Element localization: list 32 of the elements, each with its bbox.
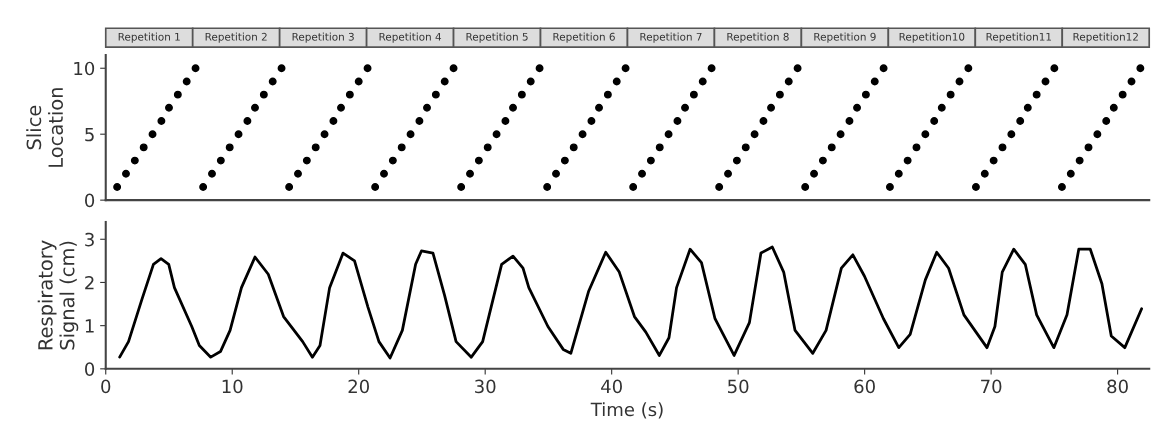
text: Repetition 1 <box>118 32 180 43</box>
x-tick-label: 10 <box>222 379 243 394</box>
y-tick-label: 3 <box>85 232 94 247</box>
text: Repetition 3 <box>292 32 354 43</box>
y-tick-label: 5 <box>85 127 94 142</box>
y-tick-label: 0 <box>85 362 95 376</box>
x-tick-label: 40 <box>601 379 622 394</box>
x-tick-label: 80 <box>1107 379 1128 394</box>
x-axis-title: Time (s) <box>590 402 663 419</box>
y-axis-title: Slice Location <box>26 88 64 167</box>
x-tick-label: 30 <box>475 379 496 394</box>
text: Repetition 4 <box>379 32 442 43</box>
y-axis-title: Respiratory Signal (cm) <box>37 240 79 350</box>
text: Repetition 8 <box>727 32 789 43</box>
text: Repetition 7 <box>640 32 702 43</box>
text: Repetition 5 <box>466 32 528 43</box>
text: Repetition 6 <box>553 32 615 43</box>
x-tick-label: 0 <box>101 379 111 394</box>
text: Repetition 2 <box>205 32 267 43</box>
y-tick-label: 2 <box>85 275 94 290</box>
x-tick-label: 60 <box>854 379 875 394</box>
text: Repetition 9 <box>814 32 876 43</box>
text: Repetition11 <box>986 32 1052 43</box>
x-tick-label: 50 <box>728 379 749 394</box>
y-tick-label: 1 <box>85 319 94 333</box>
y-tick-label: 10 <box>74 61 95 76</box>
text: Repetition12 <box>1073 32 1138 43</box>
y-tick-label: 0 <box>85 193 95 208</box>
x-tick-label: 70 <box>981 379 1002 394</box>
line-series <box>118 245 1144 360</box>
x-tick-label: 20 <box>348 379 369 394</box>
text: Repetition10 <box>899 32 965 43</box>
